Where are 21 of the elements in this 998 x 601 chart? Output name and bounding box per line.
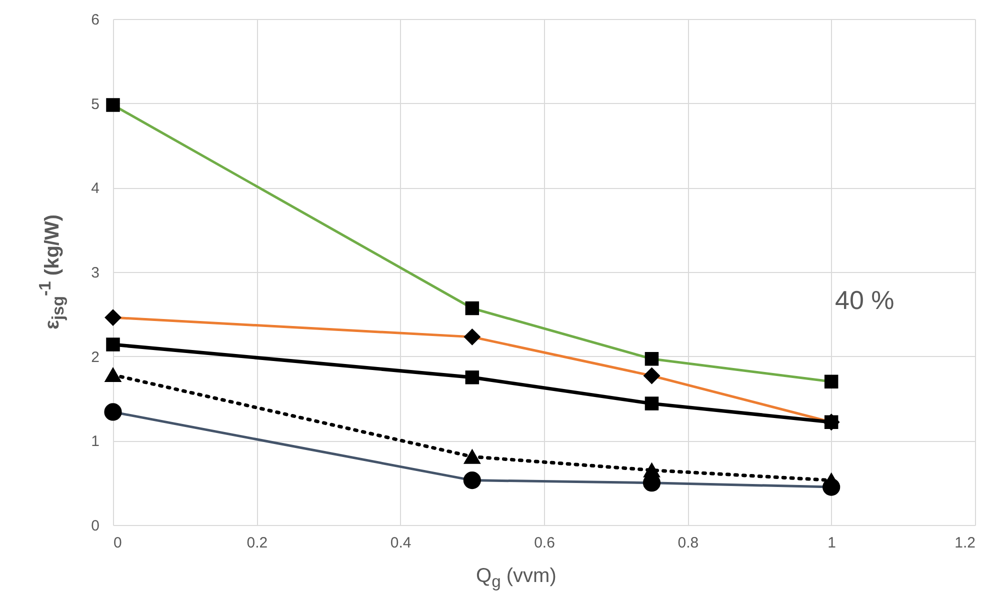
point: [104, 368, 122, 382]
point: [464, 450, 480, 464]
x-axis-title: Q$_{g}$ (vvm): [476, 565, 556, 592]
x-tick-label: 0: [114, 534, 122, 552]
y-tick-label: 6: [91, 12, 100, 28]
x-tick-label: 1.2: [954, 534, 976, 552]
y-tick-label: 5: [91, 96, 100, 113]
y-tick-label: 3: [91, 264, 100, 282]
y-tick-label: 4: [91, 180, 100, 198]
y-tick-label: 0: [91, 518, 100, 534]
point: [106, 338, 120, 352]
annotation: 40 %: [835, 285, 894, 316]
y-tick-label: 2: [91, 348, 100, 366]
x-tick-label: 1: [828, 534, 836, 552]
x-tick-label: 0.2: [246, 534, 268, 552]
x-tick-label: 0.4: [390, 534, 412, 552]
y-tick-label: 1: [91, 433, 100, 450]
point: [465, 370, 480, 384]
x-tick-label: 0.6: [534, 534, 555, 552]
x-tick-label: 0.8: [678, 534, 699, 552]
point: [644, 396, 659, 410]
